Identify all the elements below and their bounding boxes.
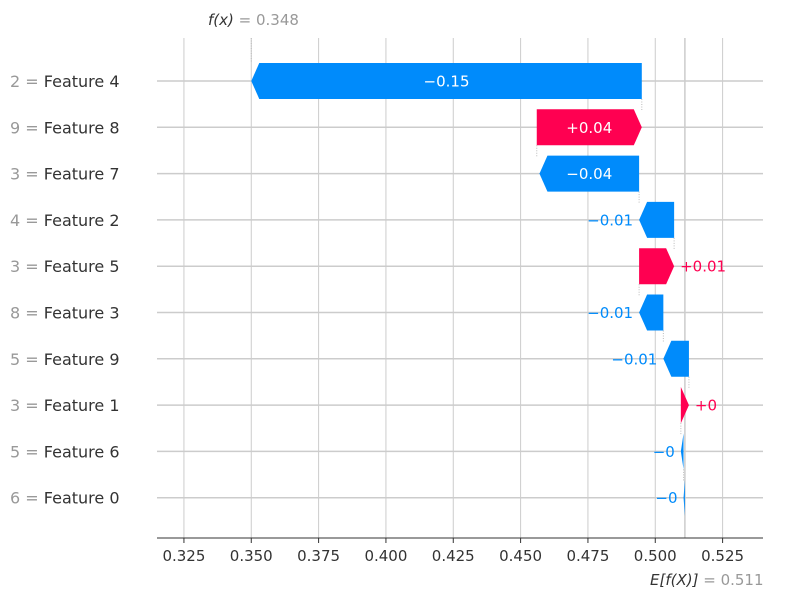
feature-value-prefix: 8 = (10, 304, 44, 323)
x-tick-label: 0.350 (230, 547, 273, 565)
feature-value-prefix: 3 = (10, 257, 44, 276)
y-tick-label: 5 = Feature 6 (10, 442, 120, 461)
value-label: −0.04 (566, 165, 612, 183)
feature-name: Feature 2 (44, 211, 120, 230)
feature-value-prefix: 4 = (10, 211, 44, 230)
x-tick-label: 0.425 (432, 547, 475, 565)
negative-bar (680, 433, 684, 470)
negative-bar (639, 201, 675, 238)
positive-bar (536, 109, 642, 146)
axis-layer: 0.325 0.350 0.375 0.400 0.425 0.450 0.475 0.500… (157, 537, 763, 565)
negative-bar (683, 479, 685, 516)
value-label: −0.01 (611, 350, 657, 368)
feature-name: Feature 0 (44, 489, 120, 508)
y-tick-label: 5 = Feature 9 (10, 350, 120, 369)
fx-label: f(x) (208, 11, 234, 29)
feature-value-prefix: 6 = (10, 489, 44, 508)
ex-equals: = (703, 571, 720, 589)
ex-annotation: E[f(X)] = 0.511 (650, 571, 764, 589)
feature-name: Feature 4 (44, 72, 120, 91)
y-tick-label: 6 = Feature 0 (10, 489, 120, 508)
feature-value-prefix: 3 = (10, 396, 44, 415)
positive-bar (680, 387, 689, 424)
x-tick-label: 0.325 (162, 547, 205, 565)
x-tick-label: 0.500 (634, 547, 677, 565)
y-tick-label: 8 = Feature 3 (10, 304, 120, 323)
x-tick-label: 0.450 (499, 547, 542, 565)
negative-bar (663, 340, 689, 377)
y-tick-label: 3 = Feature 1 (10, 396, 120, 415)
feature-name: Feature 5 (44, 257, 120, 276)
y-tick-label: 2 = Feature 4 (10, 72, 120, 91)
y-tick-label: 3 = Feature 7 (10, 165, 120, 184)
feature-name: Feature 7 (44, 165, 120, 184)
y-tick-label: 9 = Feature 8 (10, 118, 120, 137)
value-label: −0 (655, 489, 677, 507)
value-label: −0.01 (587, 211, 633, 229)
svg-text:f(x) = 0.348: f(x) = 0.348 (208, 11, 299, 29)
label-layer: 2 = Feature 4 −0.15 9 = Feature 8 +0.04 3 = … (10, 72, 726, 508)
bar-layer (250, 38, 690, 516)
ex-label: E[f(X)] (650, 571, 699, 589)
fx-equals: = (239, 11, 256, 29)
y-tick-label: 3 = Feature 5 (10, 257, 120, 276)
value-label: +0.01 (680, 258, 726, 276)
fx-value: 0.348 (256, 11, 299, 29)
svg-text:E[f(X)] = 0.511: E[f(X)] = 0.511 (650, 571, 764, 589)
grid-layer (157, 38, 763, 538)
x-tick-label: 0.375 (297, 547, 340, 565)
value-label: −0.01 (587, 304, 633, 322)
value-label: −0.15 (424, 73, 470, 91)
value-label: +0.04 (566, 119, 612, 137)
negative-bar (251, 63, 642, 99)
feature-name: Feature 6 (44, 442, 120, 461)
fx-annotation: f(x) = 0.348 (208, 11, 299, 29)
feature-value-prefix: 2 = (10, 72, 44, 91)
feature-name: Feature 1 (44, 396, 120, 415)
negative-bar (639, 294, 664, 331)
x-tick-label: 0.400 (364, 547, 407, 565)
feature-name: Feature 8 (44, 118, 120, 137)
value-label: −0 (653, 443, 675, 461)
feature-value-prefix: 9 = (10, 118, 44, 137)
x-tick-label: 0.475 (566, 547, 609, 565)
feature-value-prefix: 5 = (10, 350, 44, 369)
ex-value: 0.511 (721, 571, 764, 589)
positive-bar (639, 248, 675, 285)
feature-value-prefix: 3 = (10, 165, 44, 184)
feature-name: Feature 3 (44, 304, 120, 323)
feature-name: Feature 9 (44, 350, 120, 369)
x-tick-label: 0.525 (701, 547, 744, 565)
y-tick-label: 4 = Feature 2 (10, 211, 120, 230)
value-label: +0 (695, 397, 717, 415)
feature-value-prefix: 5 = (10, 442, 44, 461)
negative-bar (539, 155, 640, 192)
